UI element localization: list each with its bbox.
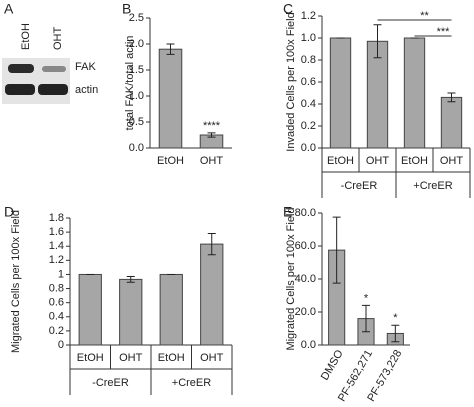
bar [159,273,183,346]
y-tick-label: 2.0 [129,38,144,50]
y-axis-label: total FAK/total actin [124,36,136,131]
x-tick-label: OHT [119,352,143,364]
panel-label: E [283,204,292,220]
error-bar [391,324,400,343]
significance: * [364,292,369,304]
bar [440,96,463,149]
y-tick-label: 40.0 [295,273,316,285]
y-tick-label: 0.4 [301,98,316,110]
y-tick-label: 0.5 [129,116,144,128]
y-tick-label: 1.4 [49,240,64,252]
bar [329,37,352,149]
y-tick-label: 1.6 [49,226,64,238]
y-axis-label: Migrated Cells per 100x Field [10,210,22,353]
group-label: +CreER [172,377,211,389]
band-label: FAK [75,61,96,73]
x-tick-label: DMSO [319,348,346,383]
group-label: +CreER [413,180,452,192]
bar [158,48,183,149]
panel-label: B [122,1,131,17]
x-tick-label: EtOH [401,155,428,167]
y-axis-label: Invaded Cells per 100x Field [285,12,297,151]
significance: ** [420,10,429,22]
panel-label: A [4,1,14,17]
y-tick-label: 0.4 [49,311,64,323]
lane-label: EtOH [20,23,32,50]
y-tick-label: 20.0 [295,306,316,318]
group-label: -CreER [92,377,129,389]
x-tick-label: OHT [366,155,390,167]
y-tick-label: 1.2 [49,254,64,266]
y-tick-label: 1.5 [129,64,144,76]
significance: **** [203,120,221,132]
x-tick-label: EtOH [158,352,185,364]
y-tick-label: 0.2 [301,120,316,132]
x-tick-label: EtOH [77,352,104,364]
bar [200,243,224,346]
bar [78,273,102,346]
y-tick-label: 1.0 [129,90,144,102]
x-tick-label: EtOH [157,155,184,167]
x-tick-label: OHT [200,155,224,167]
y-tick-label: 60.0 [295,240,316,252]
y-tick-label: 1.8 [49,212,64,224]
y-tick-label: 0.2 [49,325,64,337]
significance: *** [437,26,451,38]
error-bar [166,43,175,55]
y-tick-label: 0.8 [301,54,316,66]
bar [119,278,143,346]
group-label: -CreER [341,180,378,192]
y-tick-label: 80.0 [295,207,316,219]
panel-label: C [283,1,293,17]
y-tick-label: 0 [58,339,64,351]
blot-band [38,84,68,95]
blot-band [42,66,66,72]
blot-band [8,64,34,73]
y-tick-label: 1 [58,268,64,280]
y-tick-label: 1.2 [301,10,316,22]
x-tick-label: OHT [440,155,464,167]
panel-a: A EtOH OHT FAK actin [2,1,98,104]
error-bar [126,276,135,283]
y-tick-label: 0.8 [49,282,64,294]
y-tick-label: 0.0 [301,339,316,351]
y-tick-label: 0.0 [129,142,144,154]
error-bar [447,92,456,103]
band-label: actin [75,84,98,96]
x-tick-label: OHT [200,352,224,364]
error-bar [373,24,382,59]
significance: * [393,312,398,324]
error-bar [207,132,216,138]
x-tick-label: EtOH [327,155,354,167]
y-tick-label: 0.6 [301,76,316,88]
error-bar [332,216,341,284]
y-tick-label: 1.0 [301,32,316,44]
error-bar [207,233,216,256]
y-tick-label: 2.5 [129,12,144,24]
panel-label: D [4,204,14,220]
error-bar [362,304,370,333]
y-axis-label: Migrated Cells per 100x Field [285,207,297,350]
bar [403,37,426,149]
blot-band [5,84,35,95]
lane-label: OHT [52,27,64,51]
y-tick-label: 0.0 [301,142,316,154]
y-tick-label: 0.6 [49,297,64,309]
